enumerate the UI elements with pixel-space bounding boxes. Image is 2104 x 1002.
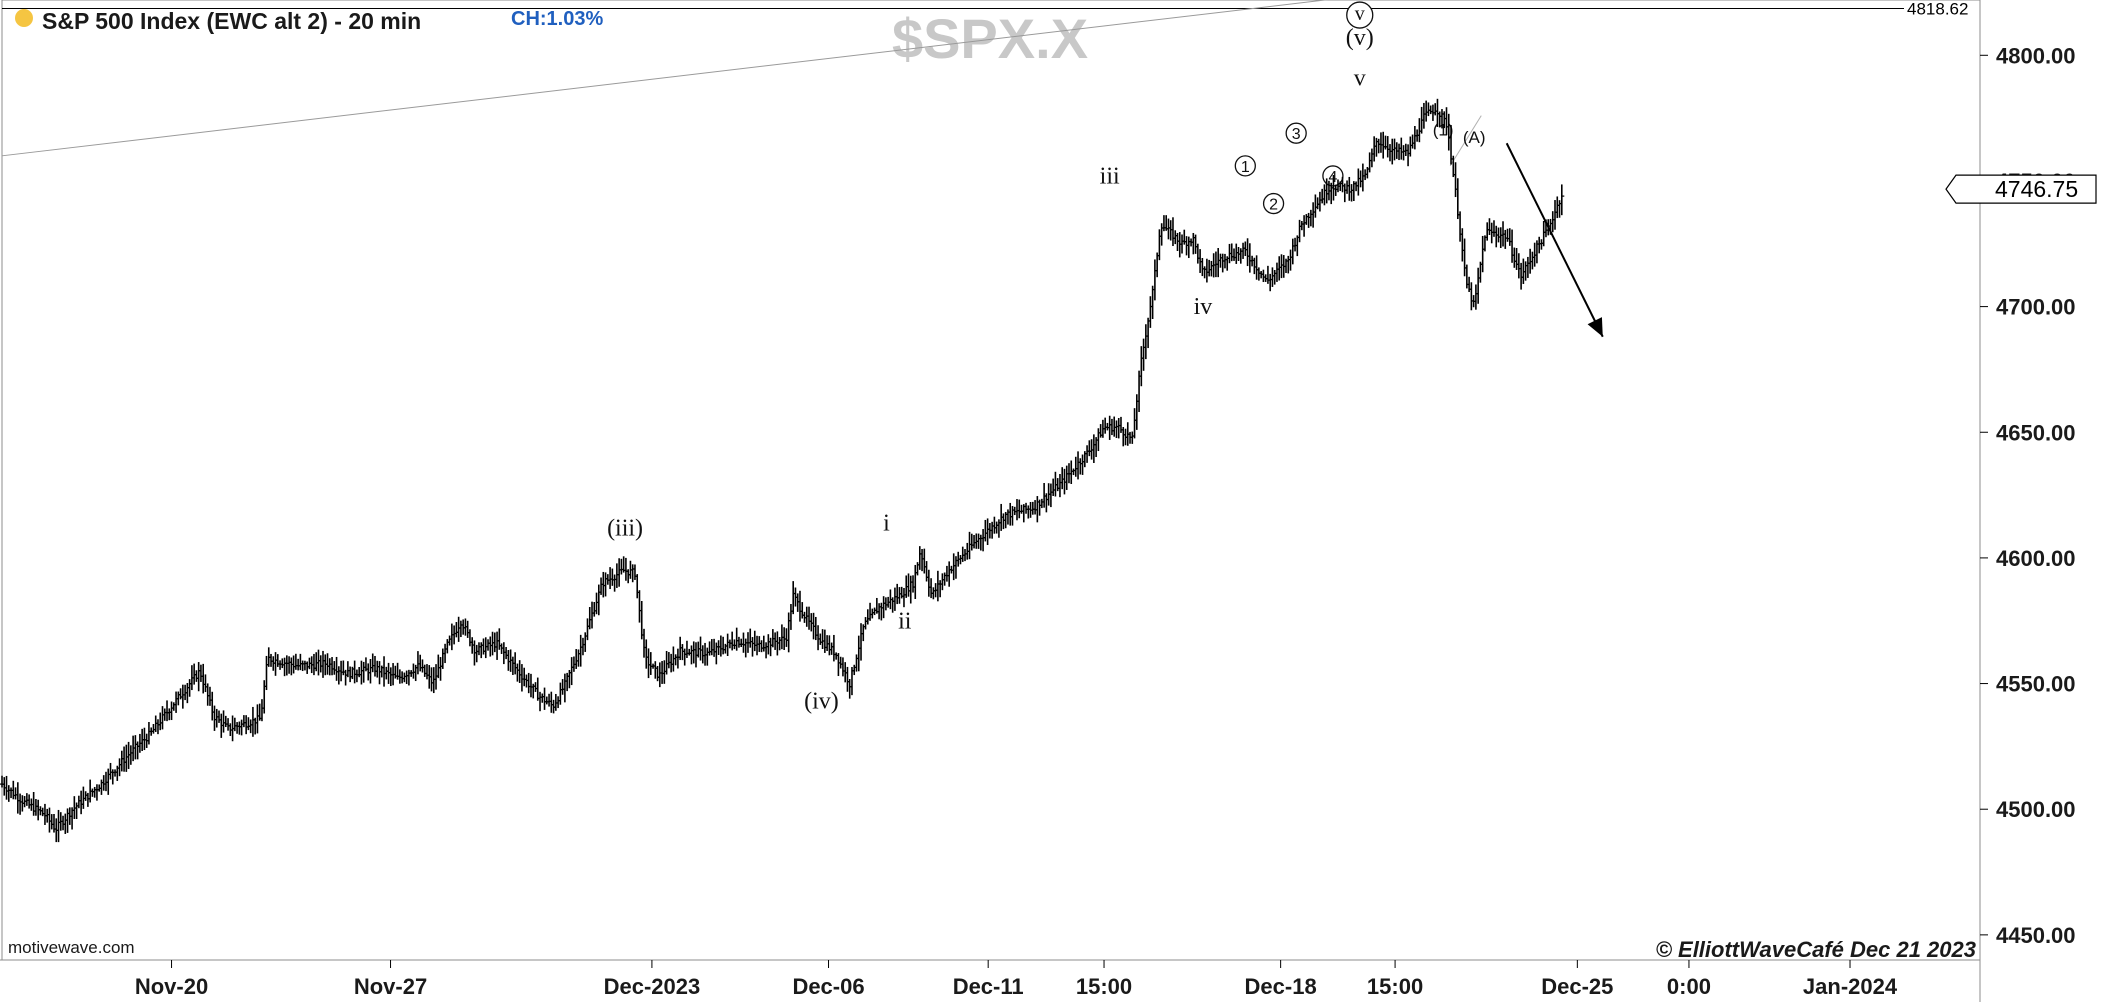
wave-label: iii — [1100, 163, 1120, 189]
wave-label: (A) — [1463, 128, 1486, 147]
price-bar — [1559, 184, 1565, 216]
circled-wave-label: 3 — [1292, 126, 1301, 143]
last-price-label: 4746.75 — [1995, 176, 2078, 202]
projection-arrow-line — [1505, 142, 1604, 338]
price-tick-label: 4500.00 — [1996, 797, 2076, 822]
circled-wave-icon — [1262, 192, 1285, 215]
symbol-watermark: $SPX.X — [892, 7, 1088, 70]
change-label: CH:1.03% — [511, 8, 603, 30]
time-tick-label: Jan-2024 — [1803, 974, 1898, 999]
wave-label: iv — [1194, 294, 1213, 320]
last-price-marker: 4746.75 — [1945, 174, 2097, 204]
channel-trendline — [1, 0, 1330, 157]
circled-wave-icon — [1234, 155, 1256, 177]
circled-wave-label: 1 — [1241, 159, 1250, 176]
time-tick-label: Dec-18 — [1245, 974, 1317, 999]
wave-label: (iii) — [607, 515, 643, 541]
status-dot-icon — [15, 9, 33, 27]
price-tick-label: 4700.00 — [1996, 295, 2076, 320]
circled-wave-icon — [1285, 122, 1307, 144]
time-axis: Nov-20 Nov-27 Dec-2023 Dec-06 Dec-11 15:00 Dec… — [135, 960, 1898, 999]
wave-label: v — [1354, 65, 1366, 91]
time-tick-label: Dec-06 — [792, 974, 864, 999]
price-tick-label: 4650.00 — [1996, 420, 2076, 445]
last-price-box — [1945, 174, 2097, 204]
wave-label: ii — [898, 608, 912, 634]
price-bars — [0, 98, 1565, 843]
price-tick-label: 4600.00 — [1996, 546, 2076, 571]
wave-label: i — [883, 510, 890, 536]
chart-title: S&P 500 Index (EWC alt 2) - 20 min — [42, 8, 421, 34]
time-tick-label: 15:00 — [1367, 974, 1423, 999]
time-tick-label: Dec-2023 — [604, 974, 701, 999]
copyright-label: © ElliottWaveCafé Dec 21 2023 — [1656, 937, 1976, 962]
time-tick-label: Dec-25 — [1541, 974, 1613, 999]
source-label: motivewave.com — [8, 938, 135, 957]
time-tick-label: Nov-20 — [135, 974, 208, 999]
wave-a-trendline — [1449, 115, 1482, 167]
arrow-head-icon — [1587, 317, 1603, 337]
circled-wave-icon — [1346, 1, 1374, 29]
circled-wave-label: 2 — [1269, 197, 1278, 214]
reference-price-label: 4818.62 — [1907, 0, 1968, 18]
time-tick-label: 15:00 — [1076, 974, 1132, 999]
time-tick-label: Dec-11 — [953, 974, 1024, 999]
plot-frame — [1, 0, 1981, 961]
circled-wave-label: v — [1355, 3, 1365, 25]
price-tick-label: 4450.00 — [1996, 923, 2076, 948]
price-tick-label: 4550.00 — [1996, 672, 2076, 697]
time-tick-label: 0:00 — [1667, 974, 1711, 999]
wave-label: (v) — [1346, 25, 1374, 51]
wave-label: (iv) — [804, 689, 839, 715]
time-tick-label: Nov-27 — [354, 974, 427, 999]
price-tick-label: 4800.00 — [1996, 43, 2076, 68]
